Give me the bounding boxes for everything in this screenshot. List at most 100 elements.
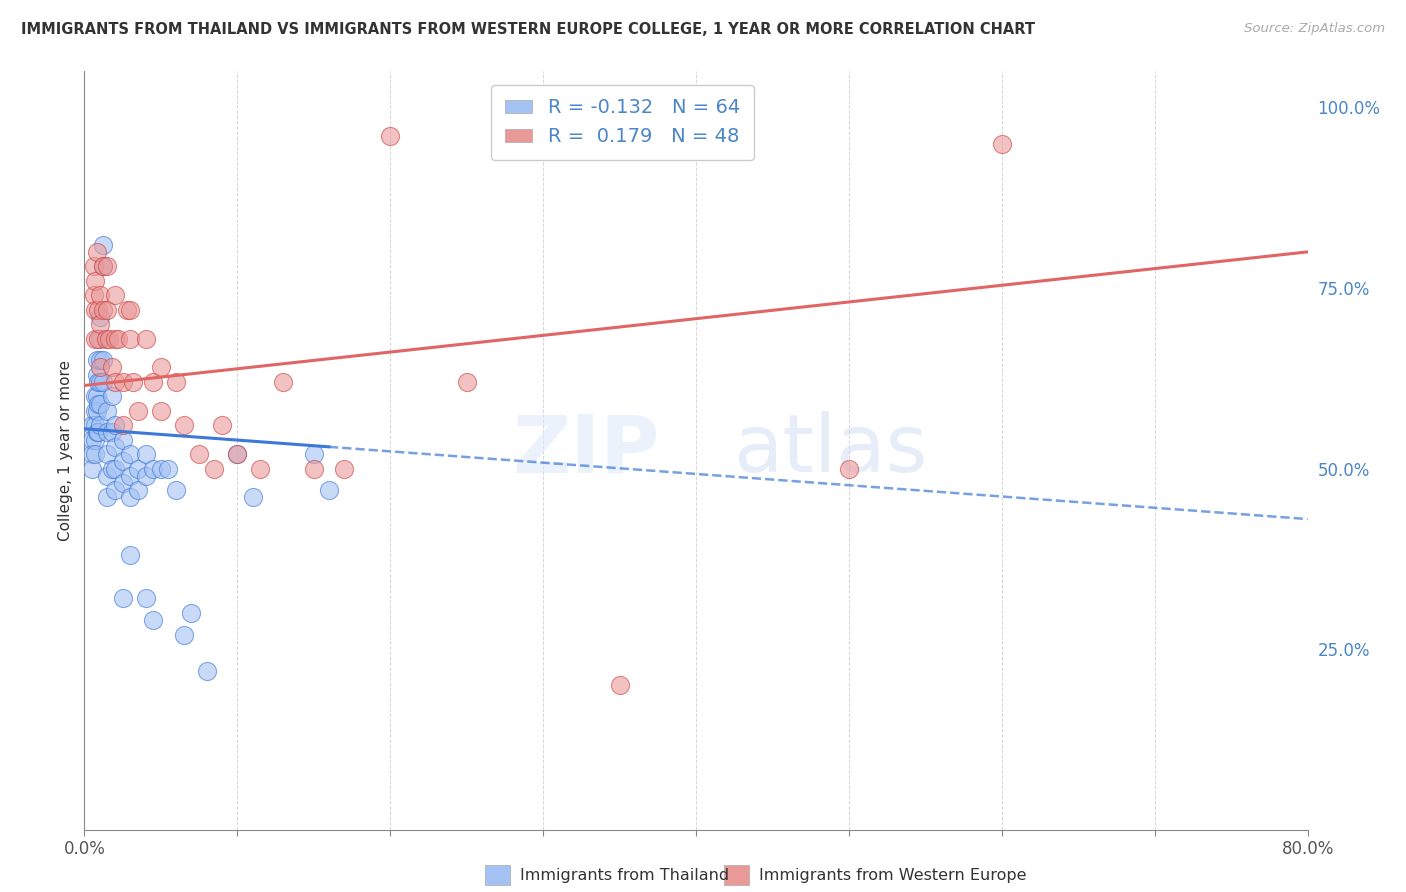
Point — [226, 447, 249, 461]
Text: IMMIGRANTS FROM THAILAND VS IMMIGRANTS FROM WESTERN EUROPE COLLEGE, 1 YEAR OR MO: IMMIGRANTS FROM THAILAND VS IMMIGRANTS F… — [21, 22, 1035, 37]
Point — [120, 302, 142, 317]
Point — [111, 591, 134, 606]
Point — [165, 375, 187, 389]
Point — [135, 447, 157, 461]
Point — [84, 447, 107, 461]
Point — [120, 491, 142, 505]
Point — [271, 375, 294, 389]
Point — [86, 389, 108, 403]
Point — [86, 368, 108, 382]
Point — [456, 375, 478, 389]
Point — [173, 418, 195, 433]
Point — [302, 461, 325, 475]
Point — [120, 332, 142, 346]
Point — [87, 396, 110, 410]
Point — [84, 332, 107, 346]
Point — [87, 425, 110, 440]
Point — [107, 332, 129, 346]
Point — [94, 332, 117, 346]
Point — [80, 447, 103, 461]
Point — [104, 483, 127, 498]
Text: Source: ZipAtlas.com: Source: ZipAtlas.com — [1244, 22, 1385, 36]
Point — [165, 483, 187, 498]
Point — [838, 461, 860, 475]
Text: Immigrants from Thailand: Immigrants from Thailand — [520, 869, 730, 883]
Point — [609, 678, 631, 692]
Point — [86, 403, 108, 417]
Point — [127, 483, 149, 498]
Point — [84, 302, 107, 317]
Point — [188, 447, 211, 461]
Point — [80, 418, 103, 433]
Point — [104, 332, 127, 346]
Point — [127, 461, 149, 475]
Point — [302, 447, 325, 461]
Point — [157, 461, 180, 475]
Point — [211, 418, 233, 433]
Point — [84, 433, 107, 447]
Point — [91, 260, 114, 274]
Point — [127, 403, 149, 417]
Point — [111, 475, 134, 490]
Point — [142, 461, 165, 475]
Point — [104, 440, 127, 454]
Point — [135, 332, 157, 346]
Point — [89, 332, 111, 346]
Point — [111, 375, 134, 389]
Point — [96, 468, 118, 483]
Point — [101, 425, 124, 440]
Point — [89, 418, 111, 433]
Text: ZIP: ZIP — [512, 411, 659, 490]
Point — [89, 310, 111, 324]
Point — [89, 375, 111, 389]
Point — [91, 353, 114, 368]
Point — [195, 664, 218, 678]
Point — [89, 353, 111, 368]
Point — [101, 461, 124, 475]
Point — [83, 260, 105, 274]
Point — [96, 260, 118, 274]
Point — [91, 237, 114, 252]
Point — [84, 274, 107, 288]
Point — [149, 403, 172, 417]
Point — [97, 332, 120, 346]
Y-axis label: College, 1 year or more: College, 1 year or more — [58, 360, 73, 541]
Point — [96, 302, 118, 317]
Point — [96, 403, 118, 417]
Point — [202, 461, 225, 475]
Point — [87, 332, 110, 346]
Point — [104, 288, 127, 302]
Point — [149, 461, 172, 475]
Point — [111, 433, 134, 447]
Point — [135, 468, 157, 483]
Point — [87, 375, 110, 389]
Point — [333, 461, 356, 475]
Point — [111, 454, 134, 468]
Point — [142, 375, 165, 389]
Point — [180, 606, 202, 620]
Point — [83, 288, 105, 302]
Point — [91, 302, 114, 317]
Point — [89, 288, 111, 302]
Point — [86, 353, 108, 368]
Point — [249, 461, 271, 475]
Point — [242, 491, 264, 505]
Point — [80, 461, 103, 475]
Point — [111, 418, 134, 433]
Point — [104, 418, 127, 433]
Point — [149, 360, 172, 375]
Point — [91, 375, 114, 389]
Point — [89, 317, 111, 331]
Point — [84, 418, 107, 433]
Point — [86, 244, 108, 259]
Text: atlas: atlas — [733, 411, 927, 490]
Point — [991, 136, 1014, 151]
Point — [104, 375, 127, 389]
Point — [173, 627, 195, 641]
Point — [96, 447, 118, 461]
Point — [80, 433, 103, 447]
Point — [142, 613, 165, 627]
Point — [84, 389, 107, 403]
Point — [120, 447, 142, 461]
Point — [104, 461, 127, 475]
